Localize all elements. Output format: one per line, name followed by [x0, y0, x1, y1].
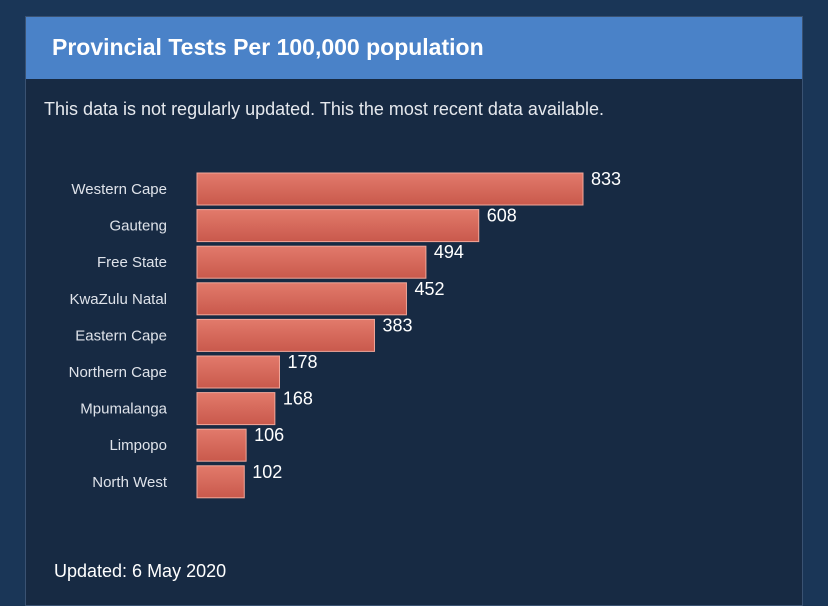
value-label: 452 — [414, 279, 444, 299]
category-label: Eastern Cape — [75, 327, 167, 344]
bar[interactable] — [196, 465, 245, 499]
category-label: Western Cape — [71, 181, 167, 198]
category-label: Mpumalanga — [80, 401, 167, 418]
card-title: Provincial Tests Per 100,000 population — [52, 34, 484, 60]
category-label: Gauteng — [109, 218, 167, 235]
card-header: Provincial Tests Per 100,000 population — [26, 17, 802, 79]
value-label: 383 — [382, 315, 412, 335]
bar[interactable] — [196, 318, 375, 352]
value-label: 494 — [434, 242, 464, 262]
value-label: 608 — [487, 206, 517, 226]
category-label: Northern Cape — [69, 364, 167, 381]
value-label: 178 — [287, 352, 317, 372]
value-label: 102 — [252, 462, 282, 482]
category-label: KwaZulu Natal — [69, 291, 167, 308]
bar-chart: Western Cape 833 Gauteng 608 Free State 494 Kw… — [69, 169, 621, 499]
bar[interactable] — [196, 392, 276, 426]
bar[interactable] — [196, 282, 407, 316]
value-label: 168 — [283, 389, 313, 409]
category-label: North West — [92, 474, 168, 491]
category-label: Limpopo — [109, 437, 167, 454]
category-label: Free State — [97, 254, 167, 271]
bar[interactable] — [196, 355, 280, 389]
bar[interactable] — [196, 172, 584, 206]
updated-date: Updated: 6 May 2020 — [54, 561, 227, 581]
value-label: 106 — [254, 425, 284, 445]
bar[interactable] — [196, 428, 247, 462]
chart-card: Provincial Tests Per 100,000 population … — [25, 16, 803, 606]
bar[interactable] — [196, 245, 427, 279]
card-note: This data is not regularly updated. This… — [44, 99, 604, 119]
value-label: 833 — [591, 169, 621, 189]
bar[interactable] — [196, 209, 480, 243]
